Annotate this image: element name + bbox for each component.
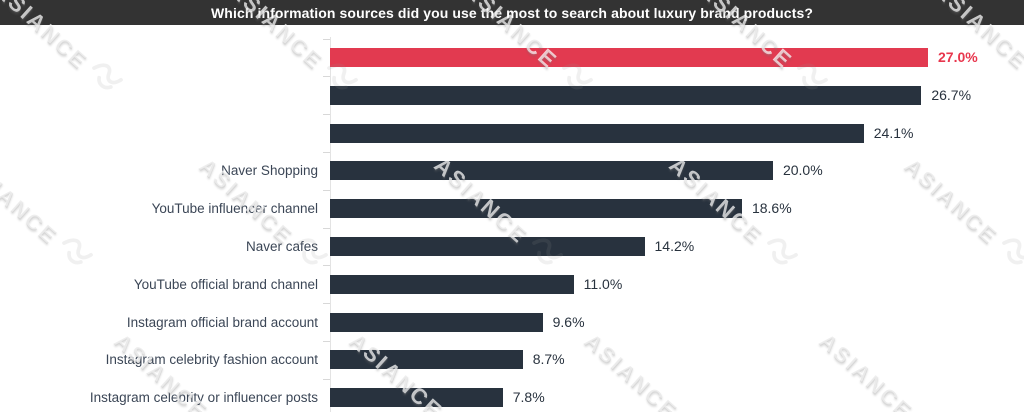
bar [330, 85, 922, 105]
category-label: Instagram celebrity fashion account [105, 352, 318, 368]
category-label: Instagram celebrity or influencer posts [89, 390, 318, 406]
chart-title: Which information sources did you use th… [210, 4, 813, 21]
category-label: Naver Shopping [221, 163, 318, 179]
value-label: 9.6% [552, 313, 585, 330]
category-label [0, 48, 318, 67]
bar [330, 274, 574, 294]
value-label: 14.2% [654, 238, 695, 254]
axis-tick [323, 227, 330, 229]
value-label: 11.0% [583, 275, 623, 292]
axis-tick [323, 189, 330, 191]
chart-title-bar: Which information sources did you use th… [0, 0, 1024, 25]
value-label: 24.1% [873, 124, 914, 141]
bar [330, 237, 645, 256]
axis-tick [323, 38, 330, 40]
axis-tick [323, 303, 330, 305]
bar [330, 312, 543, 332]
axis-tick [323, 114, 330, 116]
value-label: 27.0% [938, 49, 978, 65]
bar [330, 350, 523, 370]
category-label: YouTube official brand channel [133, 276, 318, 292]
category-label: Instagram official brand account [126, 314, 318, 330]
axis-tick [323, 76, 330, 78]
bar [330, 123, 864, 143]
bar [330, 199, 742, 219]
bar [330, 388, 503, 408]
category-label [0, 124, 318, 143]
value-label: 20.0% [782, 162, 823, 179]
axis-tick [323, 378, 330, 380]
category-label [0, 86, 318, 105]
category-label: YouTube influencer channel [151, 201, 318, 217]
y-axis-line [330, 37, 331, 412]
value-label: 7.8% [512, 389, 545, 406]
category-label: Naver cafes [245, 239, 318, 254]
value-label: 8.7% [532, 351, 565, 368]
value-label: 26.7% [931, 86, 972, 103]
axis-tick [323, 152, 330, 153]
value-label: 18.6% [751, 200, 792, 217]
bar [330, 161, 773, 181]
axis-tick [323, 341, 330, 342]
axis-tick [323, 265, 330, 267]
bar-highlighted [330, 48, 928, 67]
